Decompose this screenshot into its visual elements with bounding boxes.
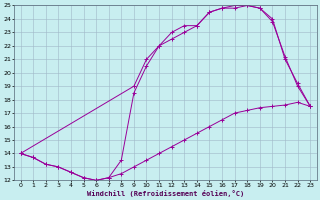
X-axis label: Windchill (Refroidissement éolien,°C): Windchill (Refroidissement éolien,°C)	[87, 190, 244, 197]
